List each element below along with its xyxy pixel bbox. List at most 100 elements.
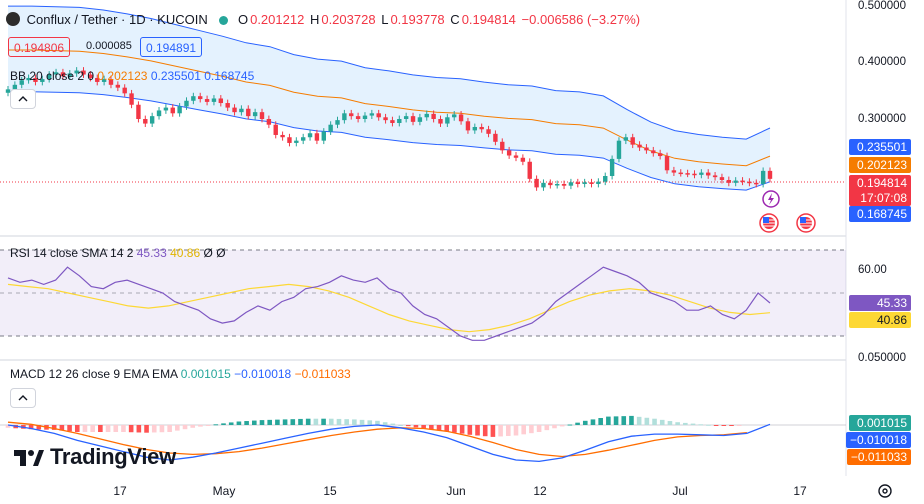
time-tick: May (212, 484, 236, 498)
candle-body (664, 156, 670, 171)
candle-body (266, 119, 272, 125)
rsi-sma-line (7, 283, 771, 333)
macd-histogram-bar (613, 416, 619, 425)
macd-histogram-bar (683, 422, 688, 425)
macd-histogram-bar (536, 425, 542, 432)
macd-value: 0.001015 (180, 367, 231, 381)
chevron-up-icon (18, 96, 28, 102)
macd-name: MACD 12 26 close 9 EMA EMA (10, 367, 178, 381)
macd-histogram-bar (151, 425, 157, 433)
macd-histogram-bar (267, 419, 272, 425)
candle-body (88, 74, 93, 78)
macd-histogram-bar (475, 425, 480, 436)
candle-body (699, 172, 704, 175)
macd-histogram-bar (90, 425, 95, 432)
high-label: H (309, 12, 320, 27)
candle-body (568, 182, 574, 186)
rsi-legend[interactable]: RSI 14 close SMA 14 2 45.33 40.86 Ø Ø (10, 246, 226, 260)
macd-histogram-bar (667, 421, 673, 425)
macd-histogram-bar (113, 425, 119, 432)
macd-histogram-bar (275, 419, 280, 425)
macd-histogram-bar (136, 425, 142, 433)
candle-body (177, 106, 182, 114)
candle-body (582, 182, 587, 184)
macd-histogram-bar (5, 425, 11, 428)
spread-value: 0.000085 (86, 40, 132, 52)
candle-body (452, 114, 457, 118)
macd-histogram-bar (690, 423, 696, 425)
symbol-icon[interactable] (6, 12, 20, 26)
candle-body (225, 103, 230, 108)
rsi-na-2: Ø (216, 246, 226, 260)
macd-histogram-bar (144, 425, 149, 433)
macd-histogram-bar (498, 425, 503, 437)
candle-body (527, 161, 532, 179)
candle-body (390, 120, 395, 123)
hist-badge: −0.011033 (846, 449, 911, 465)
rsi-sma-value: 40.86 (170, 246, 201, 260)
candle-body (692, 173, 697, 176)
candle-body (465, 121, 471, 131)
macd-tick: 0.050000 (858, 352, 906, 364)
rsi-name: RSI 14 close SMA 14 2 (10, 246, 134, 260)
macd-histogram-bar (367, 420, 373, 425)
macd-legend[interactable]: MACD 12 26 close 9 EMA EMA 0.001015 −0.0… (10, 367, 351, 381)
candle-body (589, 182, 594, 184)
macd-histogram-bar (190, 425, 196, 428)
price-tick: 0.400000 (858, 56, 906, 68)
macd-histogram-bar (36, 425, 42, 430)
macd-histogram-bar (382, 422, 388, 425)
macd-histogram-bar (375, 420, 380, 425)
macd-histogram-bar (175, 425, 180, 431)
candle-body (726, 179, 732, 183)
macd-histogram-bar (452, 425, 457, 433)
us-flag-icon[interactable] (796, 213, 816, 233)
macd-histogram-bar (606, 416, 611, 425)
symbol-title[interactable]: Conflux / Tether · 1D · KUCOIN (26, 12, 208, 27)
candle-body (651, 150, 656, 154)
settings-icon[interactable] (878, 484, 892, 498)
macd-histogram-bar (305, 418, 311, 425)
candle-body (740, 180, 745, 183)
candle-body (321, 131, 326, 141)
macd-histogram-bar (582, 420, 588, 425)
macd-histogram-bar (459, 425, 465, 434)
close-price-badge: 0.194814 (849, 175, 911, 191)
sell-button[interactable]: 0.194806 (8, 37, 71, 57)
flash-icon[interactable] (762, 190, 780, 208)
macd-histogram-bar (205, 425, 211, 426)
close-value: 0.194814 (461, 12, 516, 27)
candle-body (218, 98, 224, 104)
candle-body (493, 133, 498, 142)
macd-histogram-bar (328, 418, 334, 425)
macd-histogram-bar (429, 425, 434, 430)
candle-body (136, 104, 141, 119)
macd-histogram-bar (521, 425, 526, 435)
candle-body (204, 99, 210, 102)
macd-histogram-bar (51, 425, 57, 430)
collapse-macd-legend-button[interactable] (10, 388, 36, 408)
price-tick: 0.500000 (858, 0, 906, 12)
candle-body (603, 176, 608, 182)
macd-histogram-bar (221, 423, 226, 425)
signal-line (7, 421, 747, 458)
us-flag-icon[interactable] (759, 213, 779, 233)
candle-body (506, 150, 512, 156)
collapse-legend-button[interactable] (10, 89, 36, 109)
tradingview-logo[interactable]: TradingView (14, 444, 176, 470)
bb-lower-badge: 0.168745 (849, 206, 911, 222)
time-tick: Jun (446, 484, 466, 498)
macd-histogram-bar (729, 425, 734, 426)
rsi-band (0, 250, 846, 336)
candle-body (678, 172, 683, 175)
buy-button[interactable]: 0.194891 (140, 37, 203, 57)
candle-body (273, 124, 278, 135)
bb-legend[interactable]: BB 20 close 2 0 0.202123 0.235501 0.1687… (10, 69, 254, 83)
candle-body (630, 137, 635, 145)
candle-body (170, 107, 175, 114)
candle-body (548, 182, 553, 186)
candle-body (733, 180, 738, 183)
bb-upper-badge: 0.235501 (849, 139, 911, 155)
candle-body (479, 126, 484, 130)
